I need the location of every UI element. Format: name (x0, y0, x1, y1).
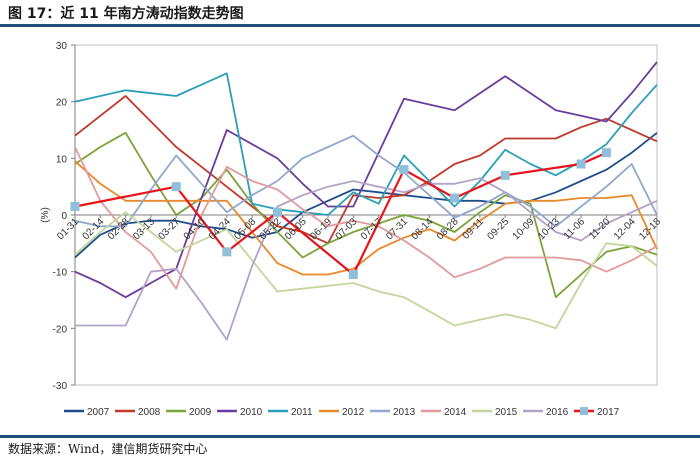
legend-label-2014: 2014 (444, 407, 467, 418)
x-tick-label: 07-03 (334, 216, 360, 242)
series-point-2017 (500, 170, 510, 180)
footer-rule (0, 435, 700, 438)
x-tick-label: 01-31 (55, 216, 81, 242)
x-tick-label: 04-10 (182, 216, 208, 242)
chart-series (70, 61, 658, 341)
series-line-2016 (75, 177, 658, 341)
series-line-2012 (74, 160, 658, 276)
legend-marker-2017 (580, 407, 588, 415)
series-line-2011 (74, 72, 658, 216)
series-line-2014 (74, 146, 658, 290)
series-line-2013 (74, 134, 658, 228)
y-axis-title: (%) (40, 207, 51, 223)
series-point-2017 (450, 193, 460, 203)
x-tick-label: 12-18 (637, 216, 663, 242)
source-note: 数据来源：Wind，建信期货研究中心 (8, 442, 208, 456)
legend-label-2012: 2012 (342, 407, 365, 418)
series-line-2009 (74, 131, 658, 299)
series-point-2017 (576, 159, 586, 169)
y-tick-label: -30 (53, 381, 68, 392)
legend-label-2013: 2013 (393, 407, 416, 418)
legend-label-2008: 2008 (138, 407, 161, 418)
y-tick-label: 20 (56, 98, 68, 109)
series-point-2017 (601, 148, 611, 158)
series-line-2008 (74, 95, 658, 245)
title-rule (0, 24, 700, 27)
legend-label-2017: 2017 (597, 407, 620, 418)
x-tick-label: 11-20 (587, 216, 613, 242)
legend-label-2016: 2016 (546, 407, 569, 418)
chart-legend: 2007 2008 2009 2010 2011 2012 2013 2014 2015 2016… (64, 407, 620, 418)
series-point-2017 (272, 207, 282, 217)
legend-label-2015: 2015 (495, 407, 518, 418)
legend-label-2010: 2010 (240, 407, 263, 418)
x-tick-label: 10-09 (511, 216, 537, 242)
series-line-2017 (74, 151, 607, 276)
series-point-2017 (348, 270, 358, 279)
legend-label-2011: 2011 (291, 407, 313, 418)
series-line-2007 (74, 132, 658, 259)
series-line-2010 (74, 61, 658, 299)
y-tick-label: -20 (53, 324, 68, 335)
title-bar: 图 17：近 11 年南方涛动指数走势图 (0, 0, 700, 27)
x-tick-label: 02-28 (106, 216, 132, 242)
series-point-2017 (171, 182, 181, 192)
x-tick-label: 09-25 (485, 216, 511, 242)
y-tick-label: -10 (53, 268, 68, 279)
series-point-2017 (399, 165, 409, 175)
legend-label-2009: 2009 (189, 407, 212, 418)
y-tick-label: 30 (56, 41, 68, 52)
series-point-2017 (70, 202, 80, 211)
series-point-2017 (222, 247, 232, 257)
series-line-2015 (74, 211, 658, 330)
figure-title: 图 17：近 11 年南方涛动指数走势图 (8, 6, 244, 22)
x-tick-label: 08-14 (410, 216, 436, 242)
y-tick-label: 0 (61, 211, 67, 222)
legend-label-2007: 2007 (87, 407, 110, 418)
y-tick-label: 10 (56, 154, 68, 165)
